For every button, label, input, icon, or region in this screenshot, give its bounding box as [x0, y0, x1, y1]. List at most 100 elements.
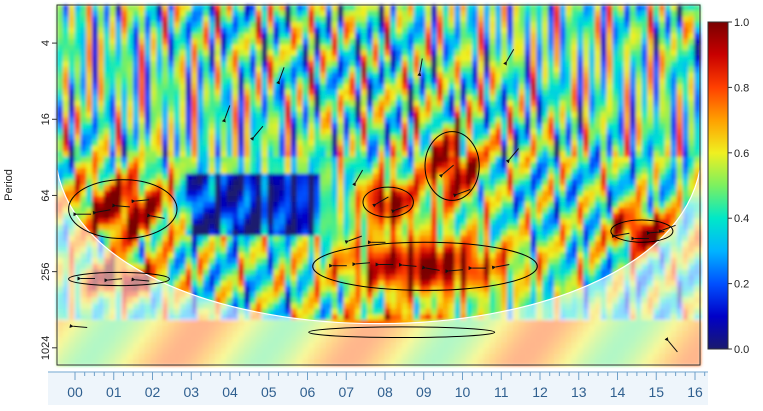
heatmap-cell	[168, 83, 175, 90]
heatmap-cell	[548, 95, 555, 102]
heatmap-cell	[337, 10, 345, 17]
heatmap-cell	[284, 117, 292, 124]
heatmap-cell	[97, 55, 105, 62]
heatmap-cell	[267, 258, 274, 265]
heatmap-cell	[372, 106, 380, 113]
heatmap-cell	[472, 38, 479, 45]
heatmap-cell	[565, 50, 572, 57]
heatmap-cell	[624, 128, 631, 135]
heatmap-cell	[448, 173, 456, 180]
heatmap-cell	[185, 179, 193, 186]
heatmap-cell	[448, 117, 456, 124]
heatmap-cell	[483, 134, 491, 141]
heatmap-cell	[536, 168, 543, 175]
heatmap-cell	[559, 123, 567, 130]
heatmap-cell	[273, 123, 280, 130]
heatmap-cell	[618, 21, 625, 29]
heatmap-cell	[179, 145, 187, 152]
heatmap-cell	[132, 72, 140, 79]
heatmap-cell	[150, 5, 157, 12]
heatmap-cell	[583, 252, 590, 259]
heatmap-cell	[460, 61, 467, 68]
heatmap-cell	[284, 185, 292, 192]
heatmap-cell	[138, 16, 146, 23]
heatmap-cell	[583, 5, 590, 12]
heatmap-cell	[431, 145, 438, 152]
heatmap-cell	[62, 156, 70, 164]
heatmap-cell	[331, 179, 339, 186]
heatmap-cell	[62, 111, 70, 119]
heatmap-cell	[436, 134, 444, 141]
heatmap-cell	[378, 201, 385, 209]
heatmap-cell	[337, 252, 345, 259]
heatmap-cell	[74, 168, 81, 175]
heatmap-cell	[659, 156, 666, 164]
heatmap-cell	[588, 156, 596, 164]
heatmap-cell	[80, 16, 87, 23]
heatmap-cell	[132, 156, 140, 164]
heatmap-cell	[150, 44, 157, 51]
heatmap-cell	[606, 185, 613, 192]
heatmap-cell	[442, 27, 450, 34]
heatmap-cell	[308, 213, 315, 220]
heatmap-cell	[279, 10, 286, 17]
heatmap-cell	[132, 33, 140, 40]
heatmap-cell	[320, 134, 327, 141]
heatmap-cell	[530, 72, 537, 79]
heatmap-cell	[641, 207, 648, 214]
heatmap-cell	[588, 89, 596, 96]
heatmap-cell	[442, 78, 450, 85]
heatmap-cell	[653, 230, 660, 237]
heatmap-cell	[103, 168, 111, 175]
heatmap-cell	[255, 100, 263, 107]
heatmap-cell	[80, 185, 87, 192]
heatmap-cell	[162, 179, 169, 186]
heatmap-cell	[62, 117, 70, 124]
heatmap-cell	[191, 100, 198, 107]
heatmap-cell	[214, 151, 222, 158]
heatmap-cell	[390, 190, 397, 197]
heatmap-cell	[279, 33, 286, 40]
heatmap-cell	[355, 151, 362, 158]
heatmap-cell	[360, 38, 368, 45]
heatmap-cell	[92, 50, 99, 57]
heatmap-cell	[518, 207, 526, 214]
heatmap-cell	[378, 83, 385, 90]
heatmap-cell	[378, 185, 385, 192]
heatmap-cell	[220, 207, 228, 214]
heatmap-cell	[635, 173, 643, 180]
heatmap-cell	[542, 156, 549, 164]
heatmap-cell	[577, 117, 584, 124]
heatmap-cell	[390, 83, 397, 90]
heatmap-cell	[185, 134, 193, 141]
heatmap-cell	[635, 252, 643, 259]
heatmap-cell	[74, 156, 81, 164]
heatmap-cell	[144, 207, 152, 214]
heatmap-cell	[659, 128, 666, 135]
heatmap-cell	[419, 185, 426, 192]
heatmap-cell	[296, 55, 304, 62]
heatmap-cell	[612, 38, 619, 45]
heatmap-cell	[425, 173, 432, 180]
heatmap-cell	[156, 140, 163, 147]
heatmap-cell	[203, 89, 210, 96]
heatmap-cell	[314, 179, 321, 186]
heatmap-cell	[331, 55, 339, 62]
heatmap-cell	[413, 5, 421, 12]
heatmap-cell	[448, 44, 456, 51]
heatmap-cell	[548, 117, 555, 124]
heatmap-cell	[641, 246, 648, 254]
heatmap-cell	[267, 33, 274, 40]
heatmap-cell	[349, 218, 356, 225]
heatmap-cell	[641, 44, 648, 51]
heatmap-cell	[571, 5, 578, 12]
heatmap-cell	[302, 72, 309, 79]
heatmap-cell	[600, 10, 608, 17]
heatmap-cell	[425, 134, 432, 141]
heatmap-cell	[226, 218, 233, 225]
heatmap-cell	[308, 173, 315, 180]
heatmap-cell	[524, 111, 532, 119]
heatmap-cell	[460, 117, 467, 124]
heatmap-cell	[208, 83, 216, 90]
heatmap-cell	[168, 5, 175, 12]
